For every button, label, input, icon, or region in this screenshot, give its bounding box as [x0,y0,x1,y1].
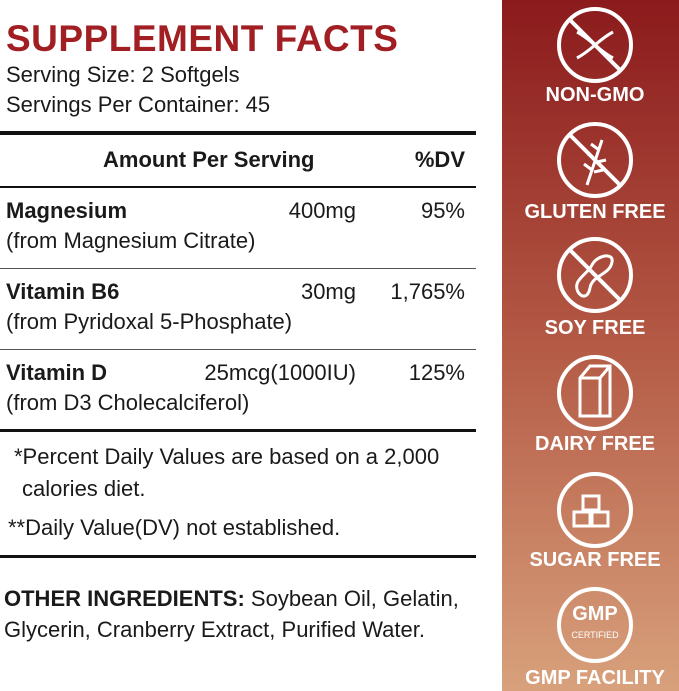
rule [0,131,476,135]
servings-per-container: Servings Per Container: 45 [6,92,271,117]
nutrient-source: (from Magnesium Citrate) [6,228,256,253]
gmp-sub: CERTIFIED [571,630,619,640]
nutrient-source: (from D3 Cholecalciferol) [6,390,250,415]
badge-label: GLUTEN FREE [524,201,665,223]
badge-label: GMP FACILITY [525,667,665,689]
other-ingredients-label: OTHER INGREDIENTS: [4,586,245,611]
nutrient-name: Vitamin B6 [6,279,120,304]
other-ingredients-text: Soybean Oil, Gelatin, Glycerin, Cranberr… [4,586,459,642]
rule [0,349,476,350]
badge-panel: GMP CERTIFIED NON-GMO GLUTEN FREE SOY FREE… [502,0,679,691]
footnote: **Daily Value(DV) not established. [8,515,341,540]
nutrient-dv: 125% [408,360,465,385]
nutrient-name: Magnesium [6,198,128,223]
panel-bg [502,0,679,691]
footnote: *Percent Daily Values are based on a 2,0… [14,444,440,501]
nutrient-amount: 400mg [288,198,356,223]
icons [557,7,633,663]
header-amount: Amount Per Serving [103,147,315,172]
nutrient-name: Vitamin D [6,360,108,385]
rule [0,555,476,558]
badge-label: NON-GMO [546,84,645,106]
nutrient-source: (from Pyridoxal 5-Phosphate) [6,309,293,334]
gmp-mark: GMP [572,603,618,625]
rule [0,186,476,188]
badge-label: DAIRY FREE [535,433,655,455]
other-ingredients: OTHER INGREDIENTS: Soybean Oil, Gelatin,… [4,583,474,645]
serving-size: Serving Size: 2 Softgels [6,62,240,87]
nutrient-amount: 30mg [300,279,356,304]
nutrient-dv: 95% [420,198,465,223]
title: SUPPLEMENT FACTS [6,18,399,59]
rule [0,429,476,432]
nutrient-amount: 25mcg(1000IU) [204,360,356,385]
rule [0,268,476,269]
header-dv: %DV [414,147,465,172]
badge-label: SOY FREE [545,317,646,339]
nutrient-dv: 1,765% [390,279,465,304]
badge-label: SUGAR FREE [529,549,660,571]
